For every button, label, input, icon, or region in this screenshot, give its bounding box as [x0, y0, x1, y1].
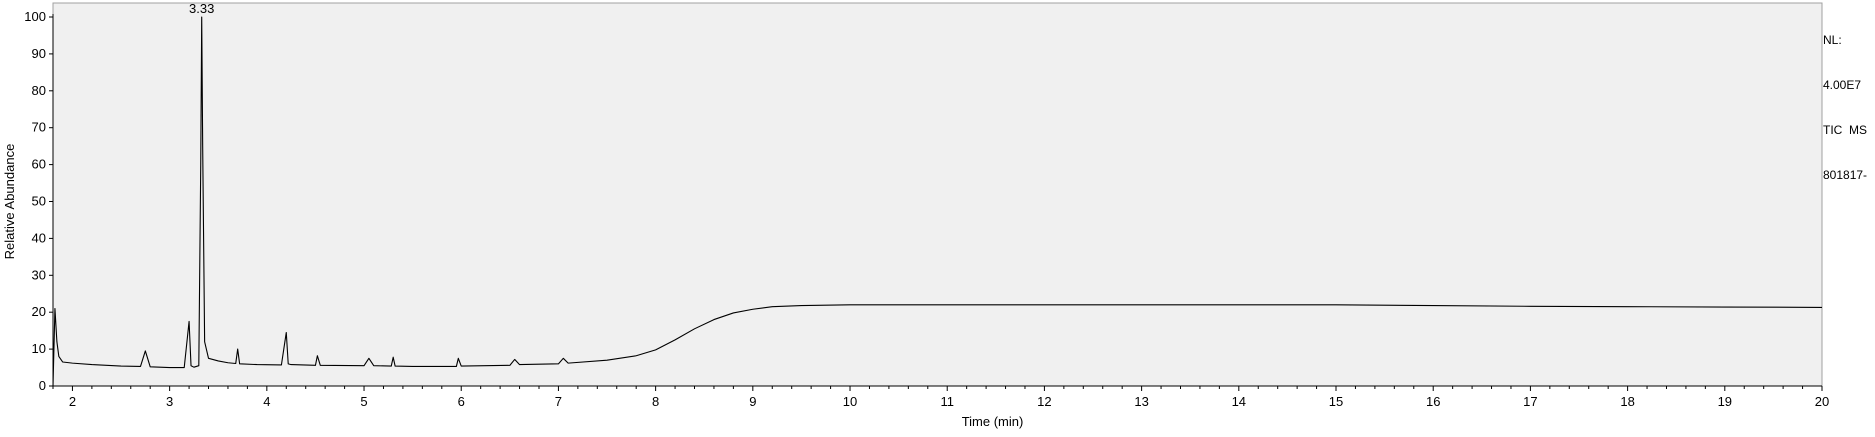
y-tick-label: 50: [32, 194, 46, 209]
x-tick-label: 6: [458, 394, 465, 409]
x-tick-label: 9: [749, 394, 756, 409]
plot-area: [52, 2, 1823, 387]
x-tick-label: 15: [1329, 394, 1343, 409]
x-tick-label: 4: [263, 394, 270, 409]
x-tick-label: 11: [940, 394, 954, 409]
y-tick-label: 100: [24, 9, 46, 24]
y-tick-label: 70: [32, 120, 46, 135]
x-tick-label: 8: [652, 394, 659, 409]
y-tick-label: 20: [32, 304, 46, 319]
x-tick-label: 20: [1815, 394, 1829, 409]
x-tick-label: 2: [69, 394, 76, 409]
peak-label: 3.33: [189, 1, 214, 16]
y-tick-label: 40: [32, 230, 46, 245]
series-line-0: [52, 16, 1823, 387]
x-tick-label: 10: [843, 394, 857, 409]
y-tick-label: 90: [32, 46, 46, 61]
side-info-line-2: 4.00E7: [1823, 78, 1862, 92]
x-tick-label: 5: [360, 394, 367, 409]
y-tick-label: 30: [32, 267, 46, 282]
x-tick-label: 19: [1718, 394, 1732, 409]
y-tick-label: 80: [32, 83, 46, 98]
y-tick-label: 10: [32, 341, 46, 356]
side-info-line-3: TIC MS: [1823, 123, 1867, 137]
x-tick-label: 12: [1037, 394, 1051, 409]
x-tick-label: 18: [1620, 394, 1634, 409]
x-tick-label: 17: [1523, 394, 1537, 409]
y-axis-title: Relative Abundance: [2, 144, 17, 260]
x-tick-label: 14: [1232, 394, 1246, 409]
x-tick-label: 3: [166, 394, 173, 409]
x-tick-label: 16: [1426, 394, 1440, 409]
side-info-panel: NL: 4.00E7 TIC MS 801817-: [1823, 3, 1867, 213]
side-info-line-4: 801817-: [1823, 168, 1868, 182]
x-tick-label: 7: [555, 394, 562, 409]
y-tick-label: 60: [32, 157, 46, 172]
side-info-line-1: NL:: [1823, 33, 1842, 47]
x-axis-title: Time (min): [962, 414, 1024, 429]
y-tick-label: 0: [39, 378, 46, 393]
x-tick-label: 13: [1134, 394, 1148, 409]
